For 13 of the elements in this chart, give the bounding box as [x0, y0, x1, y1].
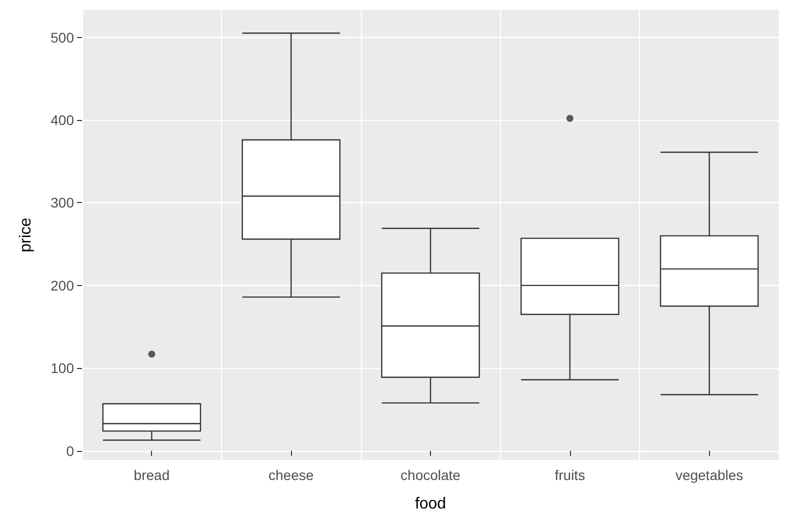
y-tick-label: 0 — [66, 442, 74, 459]
y-tick-label: 400 — [50, 112, 74, 128]
x-axis-title: food — [414, 496, 446, 512]
x-tick-label: bread — [134, 467, 170, 483]
x-tick-label: chocolate — [400, 467, 461, 483]
y-tick-label: 500 — [50, 29, 74, 46]
y-axis-title: price — [18, 218, 34, 252]
y-tick-label: 100 — [50, 360, 74, 376]
y-tick-label: 300 — [50, 194, 74, 211]
x-tick-label: vegetables — [675, 467, 744, 483]
x-tick-label: cheese — [268, 467, 314, 483]
y-tick-label: 200 — [50, 277, 74, 294]
x-tick-label: fruits — [554, 467, 586, 483]
